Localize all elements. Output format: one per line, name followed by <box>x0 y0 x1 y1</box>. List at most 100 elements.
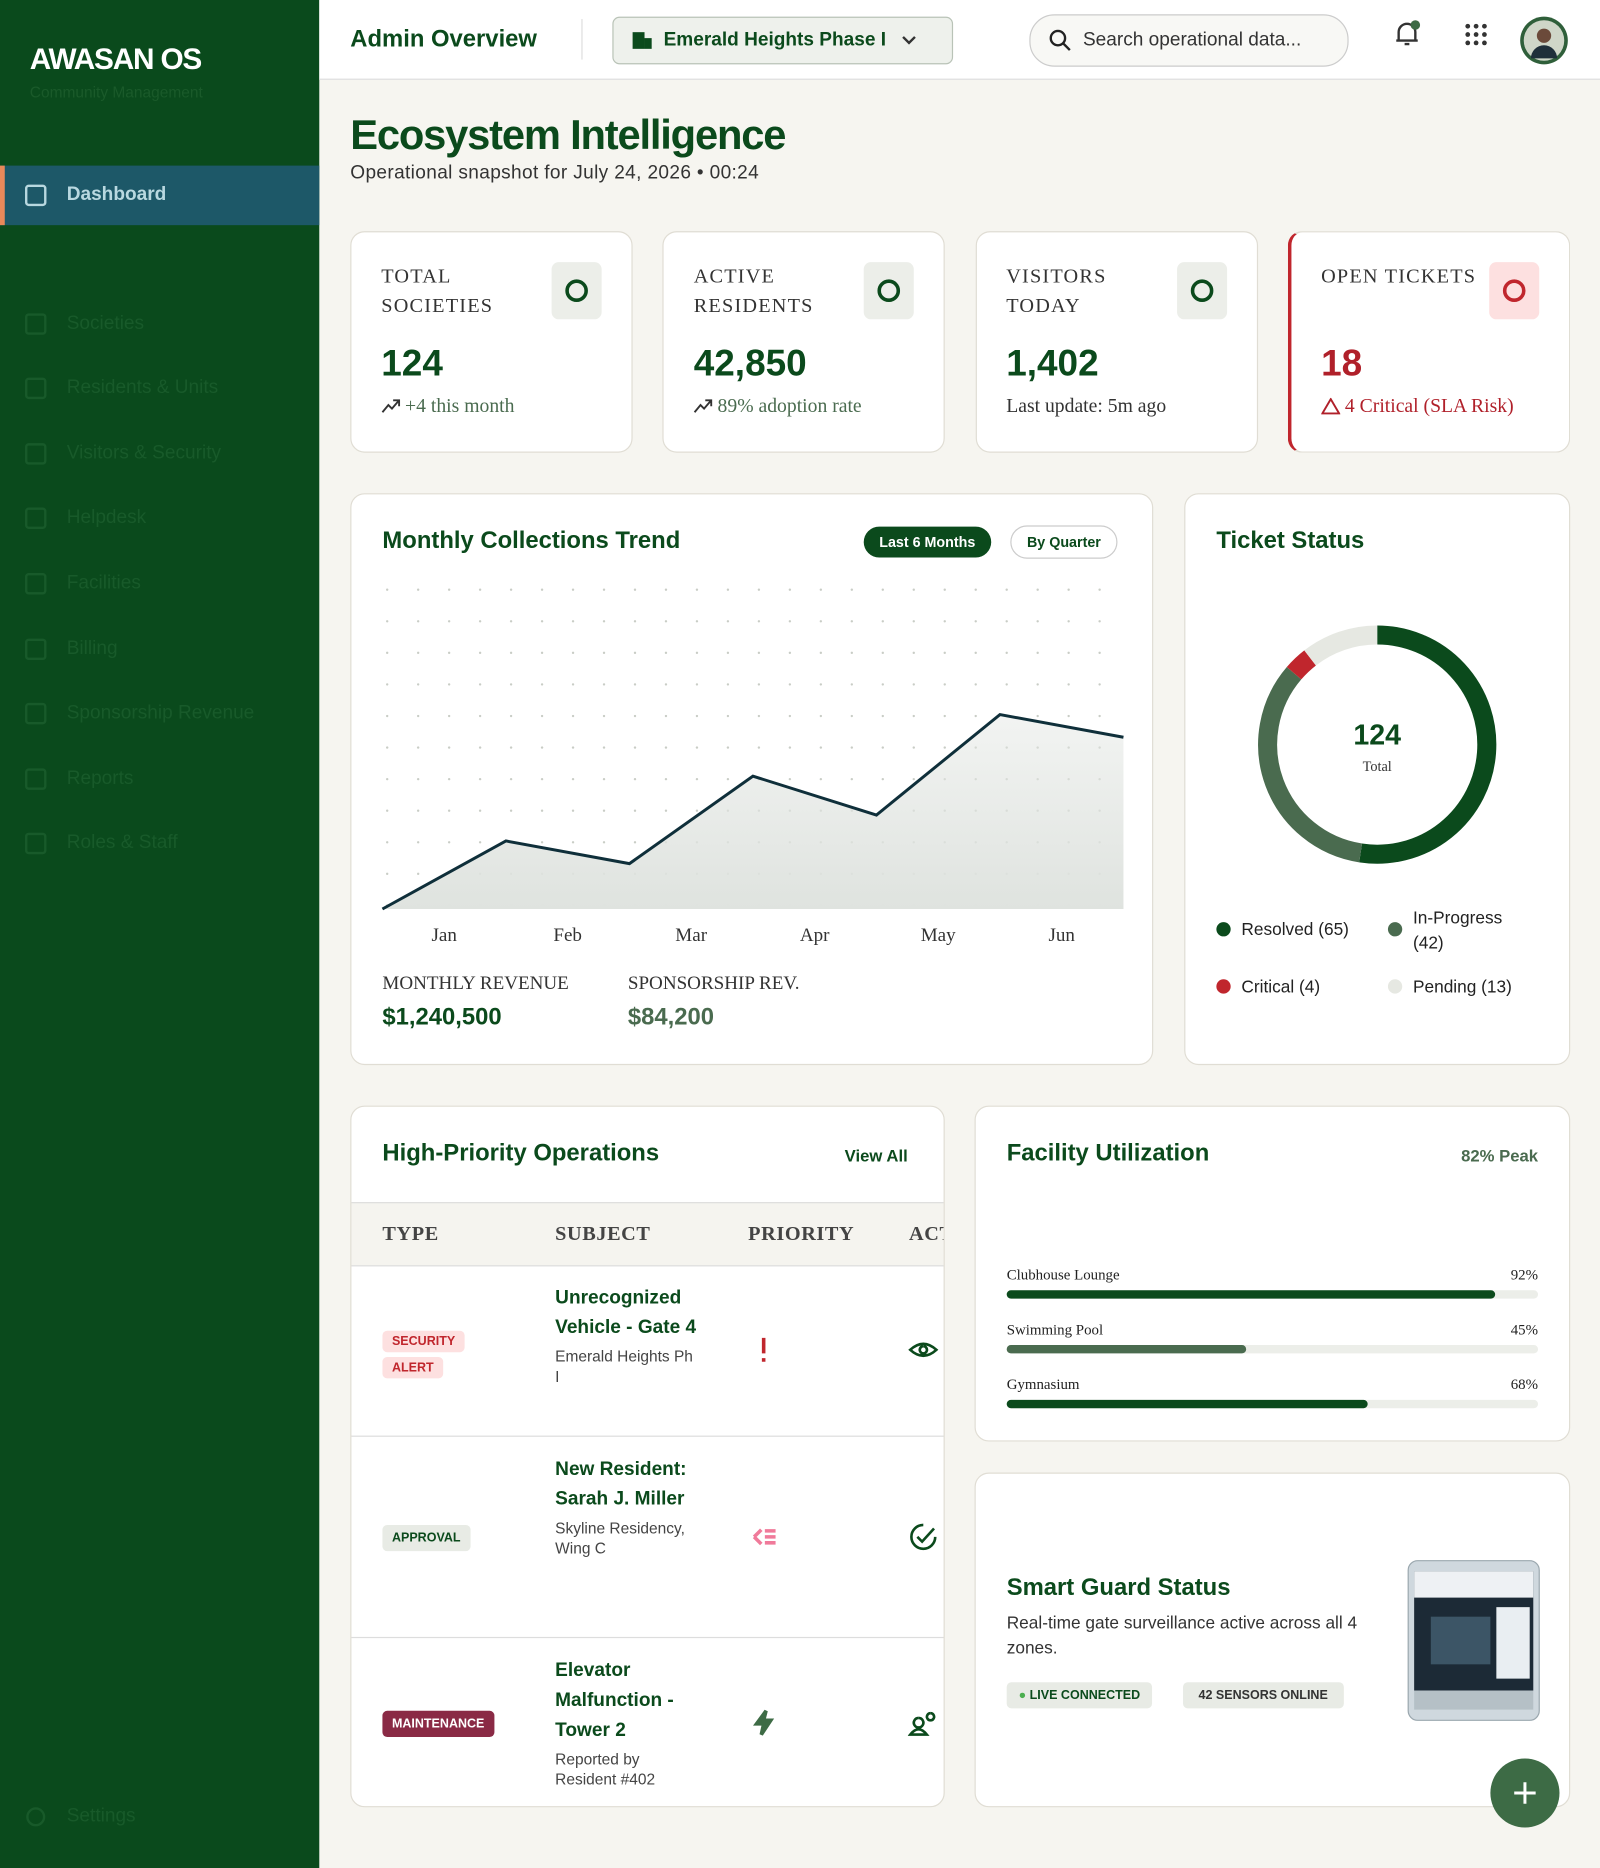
card-title: Smart Guard Status <box>1006 1574 1231 1602</box>
action-button[interactable] <box>908 1521 939 1552</box>
grid-dot <box>788 651 792 655</box>
grid-dot <box>602 777 606 781</box>
grid-dot <box>478 746 482 749</box>
decoration <box>1049 29 1067 47</box>
grid-dot <box>416 809 420 812</box>
search-placeholder: Search operational data... <box>1082 29 1302 51</box>
grid-dot <box>850 651 854 655</box>
grid-dot <box>509 777 513 781</box>
grid-dot <box>850 620 854 623</box>
grid-dot <box>943 714 946 718</box>
nav-item[interactable]: Sponsorship Revenue <box>0 684 319 744</box>
nav-item[interactable]: Reports <box>0 749 319 809</box>
donut-segment <box>1286 650 1317 680</box>
decoration <box>1465 23 1487 46</box>
subject-cell: Unrecognized Vehicle - Gate 4 Emerald Hei… <box>555 1283 710 1387</box>
grid-dot <box>571 746 575 749</box>
legend-label: Pending (13) <box>1412 978 1512 998</box>
stat-icon <box>864 262 915 320</box>
grid-dot <box>416 777 420 781</box>
grid-dot <box>850 588 854 591</box>
grid-dot <box>478 714 482 718</box>
priority-icon <box>753 1709 775 1736</box>
donut-segment <box>1258 667 1363 863</box>
decoration <box>632 32 652 49</box>
page-subtitle: Operational snapshot for July 24, 2026 •… <box>350 163 760 184</box>
grid-dot <box>633 588 637 591</box>
decoration <box>644 38 652 49</box>
search[interactable]: Search operational data... <box>1029 14 1349 67</box>
grid-dot <box>447 620 451 623</box>
nav-icon <box>25 638 47 660</box>
row-divider <box>351 1636 944 1639</box>
grid-dot <box>540 809 544 812</box>
nav-item[interactable]: Billing <box>0 619 319 679</box>
value-label: 92% <box>1510 1266 1539 1284</box>
nav-label: Roles & Staff <box>66 833 178 854</box>
grid-dot <box>478 777 482 781</box>
icon-shape <box>753 1709 775 1736</box>
nav-item[interactable]: Visitors & Security <box>0 424 319 484</box>
icon-shape <box>1321 397 1341 415</box>
grid-dot <box>602 683 606 686</box>
grid-dot <box>633 651 637 655</box>
grid-dot <box>974 683 977 686</box>
grid-dot <box>726 746 730 749</box>
toggle-button[interactable]: By Quarter <box>1010 525 1118 559</box>
nav-item[interactable]: Helpdesk <box>0 489 319 549</box>
view-all-link[interactable]: View All <box>844 1146 908 1166</box>
grid-dot <box>912 714 915 718</box>
grid-dot <box>571 683 575 686</box>
grid-dot <box>695 683 699 686</box>
notifications[interactable] <box>1392 19 1423 50</box>
nav-item[interactable]: Facilities <box>0 554 319 614</box>
grid-dot <box>695 620 699 623</box>
nav-icon <box>25 507 47 530</box>
project-select[interactable]: Emerald Heights Phase I <box>612 16 954 65</box>
grid-dot <box>509 620 513 623</box>
action-button[interactable] <box>908 1334 939 1365</box>
legend-swatch <box>1387 922 1403 937</box>
grid-dot <box>819 746 823 749</box>
grid-dot <box>416 620 420 623</box>
grid-dot <box>540 683 544 686</box>
grid-dot <box>974 620 977 623</box>
grid-dot <box>881 588 884 591</box>
grid-dot <box>819 620 823 623</box>
grid-dot <box>757 620 761 623</box>
nav-item[interactable]: Roles & Staff <box>0 814 319 874</box>
stat-card: TOTAL SOCIETIES 124 +4 this month <box>350 231 633 453</box>
action-button[interactable] <box>907 1707 939 1738</box>
header: Admin Overview Emerald Heights Phase I S… <box>319 0 1600 80</box>
grid-dot <box>509 651 513 655</box>
grid-dot <box>416 841 420 844</box>
grid-dot <box>571 588 575 591</box>
value-label: 68% <box>1510 1376 1539 1393</box>
grid-dot <box>850 683 854 686</box>
decoration <box>1465 23 1471 29</box>
brand: AWASAN OS <box>29 42 203 77</box>
grid-dot <box>416 872 420 876</box>
toggle-button[interactable]: Last 6 Months <box>863 526 991 558</box>
grid-dot <box>1067 714 1070 718</box>
grid-dot <box>447 809 451 812</box>
legend-label: Resolved (65) <box>1241 920 1349 940</box>
nav-item[interactable]: Dashboard <box>0 165 320 226</box>
nav-item[interactable]: Settings <box>0 1787 319 1847</box>
nav-icon <box>25 573 47 595</box>
priority-icon <box>761 1337 766 1362</box>
apps-menu[interactable] <box>1463 21 1489 47</box>
icon-glyph <box>1190 279 1213 303</box>
grid-dot <box>788 777 792 781</box>
avatar[interactable] <box>1519 15 1569 65</box>
nav-item[interactable]: Societies <box>0 294 319 354</box>
card-title: Ticket Status <box>1216 527 1365 554</box>
add-button[interactable] <box>1489 1757 1560 1828</box>
donut-total: 124 <box>1353 720 1401 752</box>
nav-item[interactable]: Residents & Units <box>0 359 319 419</box>
grid-dot <box>509 683 513 686</box>
stat-label: OPEN TICKETS <box>1321 264 1477 288</box>
grid-dot <box>788 588 792 591</box>
grid-dot <box>386 746 389 749</box>
